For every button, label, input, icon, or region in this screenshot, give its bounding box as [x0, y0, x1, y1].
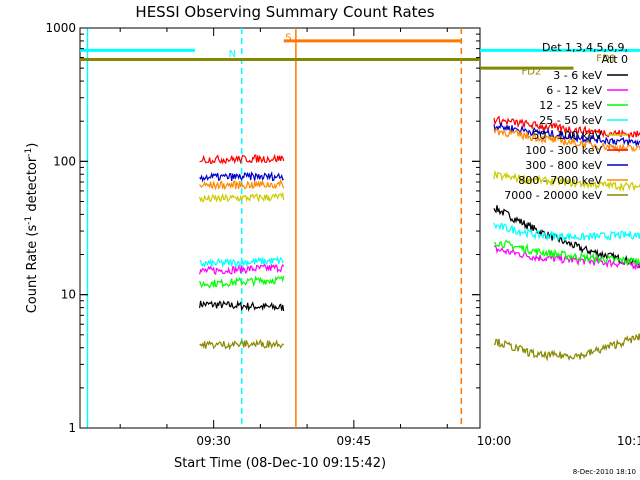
legend-label-8: 7000 - 20000 keV [504, 189, 602, 202]
series-4-segment-2 [493, 169, 640, 193]
state-bar-label-0: N [229, 49, 236, 60]
series-7-segment-1 [199, 178, 285, 191]
series-0-segment-1 [199, 299, 285, 312]
y-tick-label-0: 1 [68, 421, 76, 435]
series-4-segment-1 [199, 191, 285, 203]
y-axis-label-sup1: -1 [24, 216, 34, 225]
y-axis-label-main: Count Rate (s [25, 225, 40, 314]
y-axis-label-end: ) [25, 143, 40, 148]
legend-label-6: 300 - 800 keV [525, 159, 602, 172]
x-tick-label-1: 09:45 [337, 434, 372, 448]
chart-title: HESSI Observing Summary Count Rates [135, 3, 434, 21]
legend-label-5: 100 - 300 keV [525, 144, 602, 157]
series-1-segment-2 [493, 245, 640, 271]
legend-header-2: Att 0 [602, 53, 628, 66]
y-axis-ticks: 1 10 100 1000 [45, 21, 480, 435]
x-axis-label: Start Time (08-Dec-10 09:15:42) [174, 456, 386, 471]
series-2-segment-2 [493, 239, 640, 266]
series-5-segment-1 [199, 153, 285, 165]
timestamp: 8-Dec-2010 18:10 [573, 468, 636, 476]
legend-header-1: Det 1,3,4,5,6,9, [542, 41, 628, 54]
legend-label-3: 25 - 50 keV [539, 114, 602, 127]
series-6-segment-1 [199, 170, 285, 183]
y-axis-label: Count Rate (s-1 detector-1) [24, 143, 40, 314]
plot-frame [79, 27, 481, 429]
series-5-segment-2 [493, 115, 640, 139]
legend-label-2: 12 - 25 keV [539, 99, 602, 112]
series-6-segment-2 [493, 122, 640, 148]
state-bar-label-2: S [285, 33, 291, 44]
series-3-segment-2 [493, 222, 640, 243]
y-tick-label-1: 10 [61, 288, 76, 302]
series-2-segment-1 [199, 275, 285, 289]
x-tick-label-2: 10:00 [477, 434, 512, 448]
legend-label-0: 3 - 6 keV [553, 69, 602, 82]
y-tick-label-3: 1000 [45, 21, 76, 35]
y-axis-label-sup2: -1 [24, 148, 34, 157]
x-tick-label-3: 10:15 [617, 434, 640, 448]
state-bar-label-3: FD1 [596, 54, 616, 65]
series-1-segment-1 [199, 263, 285, 276]
legend-label-7: 800 - 7000 keV [518, 174, 602, 187]
series-lines [199, 115, 640, 362]
series-8-segment-2 [494, 333, 640, 362]
series-8-segment-1 [199, 339, 285, 351]
y-axis-label-mid: detector [25, 156, 40, 216]
series-7-segment-2 [493, 128, 640, 154]
x-tick-label-0: 09:30 [196, 434, 231, 448]
state-bars: N S FD1 FD2 [80, 33, 640, 78]
attenuator-lines [86, 28, 463, 428]
legend-label-1: 6 - 12 keV [546, 84, 602, 97]
legend: Det 1,3,4,5,6,9, Att 0 3 - 6 keV 6 - 12 k… [504, 41, 628, 202]
series-0-segment-2 [493, 205, 640, 269]
state-bar-label-4: FD2 [521, 67, 541, 78]
y-tick-label-2: 100 [53, 154, 76, 168]
legend-label-4: 50 - 100 keV [532, 129, 602, 142]
series-3-segment-1 [199, 255, 285, 268]
